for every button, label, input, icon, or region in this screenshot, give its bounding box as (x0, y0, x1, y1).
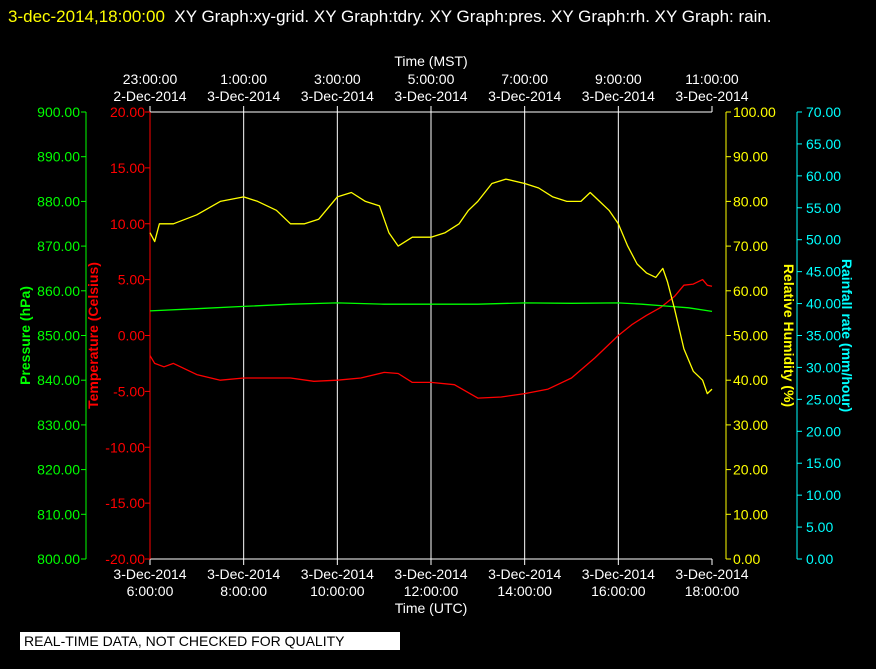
rain-tick-label: 10.00 (806, 487, 841, 503)
graph-list: XY Graph:xy-grid. XY Graph:tdry. XY Grap… (174, 7, 772, 26)
temperature-tick-label: -5.00 (113, 383, 145, 399)
pressure-tick-label: 880.00 (37, 193, 80, 209)
pressure-tick-label: 850.00 (37, 328, 80, 344)
temperature-tick-label: 10.00 (110, 216, 145, 232)
x-top-tick-label-time: 3:00:00 (314, 71, 361, 87)
x-tick-label-date: 3-Dec-2014 (207, 566, 280, 582)
pressure-tick-label: 900.00 (37, 104, 80, 120)
humidity-series-line (149, 178, 713, 395)
temperature-series-line (149, 278, 713, 399)
humidity-tick-label: 70.00 (733, 238, 768, 254)
x-axis-title-top: Time (MST) (394, 53, 467, 69)
temperature-tick-label: -10.00 (105, 439, 145, 455)
timestamp: 3-dec-2014,18:00:00 (8, 7, 165, 26)
rain-tick-label: 15.00 (806, 455, 841, 471)
x-top-tick-label-time: 11:00:00 (685, 71, 739, 87)
pressure-series-line (149, 302, 713, 313)
humidity-tick-label: 60.00 (733, 283, 768, 299)
humidity-tick-label: 30.00 (733, 417, 768, 433)
quality-banner: REAL-TIME DATA, NOT CHECKED FOR QUALITY (20, 632, 400, 650)
pressure-tick-label: 810.00 (37, 506, 80, 522)
humidity-tick-label: 20.00 (733, 462, 768, 478)
x-tick-label-time: 8:00:00 (220, 583, 267, 599)
rain-tick-label: 20.00 (806, 423, 841, 439)
humidity-axis-title: Relative Humidity (%) (781, 264, 797, 407)
x-tick-label-time: 14:00:00 (497, 583, 552, 599)
pressure-tick-label: 820.00 (37, 462, 80, 478)
x-top-tick-label-date: 3-Dec-2014 (488, 88, 561, 104)
rain-tick-label: 70.00 (806, 104, 841, 120)
humidity-tick-label: 40.00 (733, 372, 768, 388)
rain-tick-label: 60.00 (806, 168, 841, 184)
x-tick-label-date: 3-Dec-2014 (301, 566, 374, 582)
x-tick-label-date: 3-Dec-2014 (582, 566, 655, 582)
temperature-tick-label: 5.00 (118, 272, 145, 288)
humidity-tick-label: 90.00 (733, 149, 768, 165)
x-top-tick-label-date: 2-Dec-2014 (113, 88, 186, 104)
rain-tick-label: 5.00 (806, 519, 833, 535)
x-top-tick-label-time: 23:00:00 (123, 71, 178, 87)
rain-tick-label: 0.00 (806, 551, 833, 567)
x-top-tick-label-date: 3-Dec-2014 (582, 88, 655, 104)
x-top-tick-label-time: 5:00:00 (408, 71, 455, 87)
rain-tick-label: 35.00 (806, 328, 841, 344)
pressure-tick-label: 830.00 (37, 417, 80, 433)
rain-tick-label: 65.00 (806, 136, 841, 152)
x-tick-label-time: 18:00:00 (685, 583, 740, 599)
x-axis-title-bottom: Time (UTC) (395, 600, 468, 616)
pressure-tick-label: 840.00 (37, 372, 80, 388)
humidity-tick-label: 10.00 (733, 506, 768, 522)
temperature-tick-label: 15.00 (110, 160, 145, 176)
x-top-tick-label-time: 9:00:00 (595, 71, 642, 87)
x-tick-label-date: 3-Dec-2014 (113, 566, 186, 582)
x-top-tick-label-time: 7:00:00 (501, 71, 548, 87)
temperature-tick-label: -15.00 (105, 495, 145, 511)
rain-tick-label: 55.00 (806, 200, 841, 216)
humidity-tick-label: 0.00 (733, 551, 760, 567)
rain-axis-title: Rainfall rate (mm/hour) (839, 259, 855, 412)
x-top-tick-label-date: 3-Dec-2014 (207, 88, 280, 104)
x-tick-label-date: 3-Dec-2014 (394, 566, 467, 582)
x-tick-label-time: 10:00:00 (310, 583, 365, 599)
x-top-tick-label-date: 3-Dec-2014 (301, 88, 374, 104)
temperature-tick-label: 20.00 (110, 104, 145, 120)
x-tick-label-time: 16:00:00 (591, 583, 646, 599)
humidity-tick-label: 80.00 (733, 193, 768, 209)
x-tick-label-date: 3-Dec-2014 (675, 566, 748, 582)
rain-tick-label: 40.00 (806, 296, 841, 312)
rain-tick-label: 30.00 (806, 359, 841, 375)
humidity-tick-label: 50.00 (733, 328, 768, 344)
temperature-axis-title: Temperature (Celsius) (85, 262, 101, 409)
x-top-tick-label-date: 3-Dec-2014 (675, 88, 748, 104)
temperature-tick-label: 0.00 (118, 328, 145, 344)
x-top-tick-label-date: 3-Dec-2014 (394, 88, 467, 104)
humidity-tick-label: 100.00 (733, 104, 776, 120)
pressure-tick-label: 860.00 (37, 283, 80, 299)
x-top-tick-label-time: 1:00:00 (220, 71, 267, 87)
x-tick-label-time: 12:00:00 (404, 583, 459, 599)
temperature-tick-label: -20.00 (105, 551, 145, 567)
x-tick-label-date: 3-Dec-2014 (488, 566, 561, 582)
rain-tick-label: 45.00 (806, 264, 841, 280)
pressure-tick-label: 800.00 (37, 551, 80, 567)
graph-header: 3-dec-2014,18:00:00 XY Graph:xy-grid. XY… (8, 2, 868, 32)
pressure-tick-label: 890.00 (37, 149, 80, 165)
pressure-axis-title: Pressure (hPa) (17, 286, 33, 385)
rain-tick-label: 50.00 (806, 232, 841, 248)
rain-tick-label: 25.00 (806, 391, 841, 407)
pressure-tick-label: 870.00 (37, 238, 80, 254)
x-tick-label-time: 6:00:00 (127, 583, 174, 599)
